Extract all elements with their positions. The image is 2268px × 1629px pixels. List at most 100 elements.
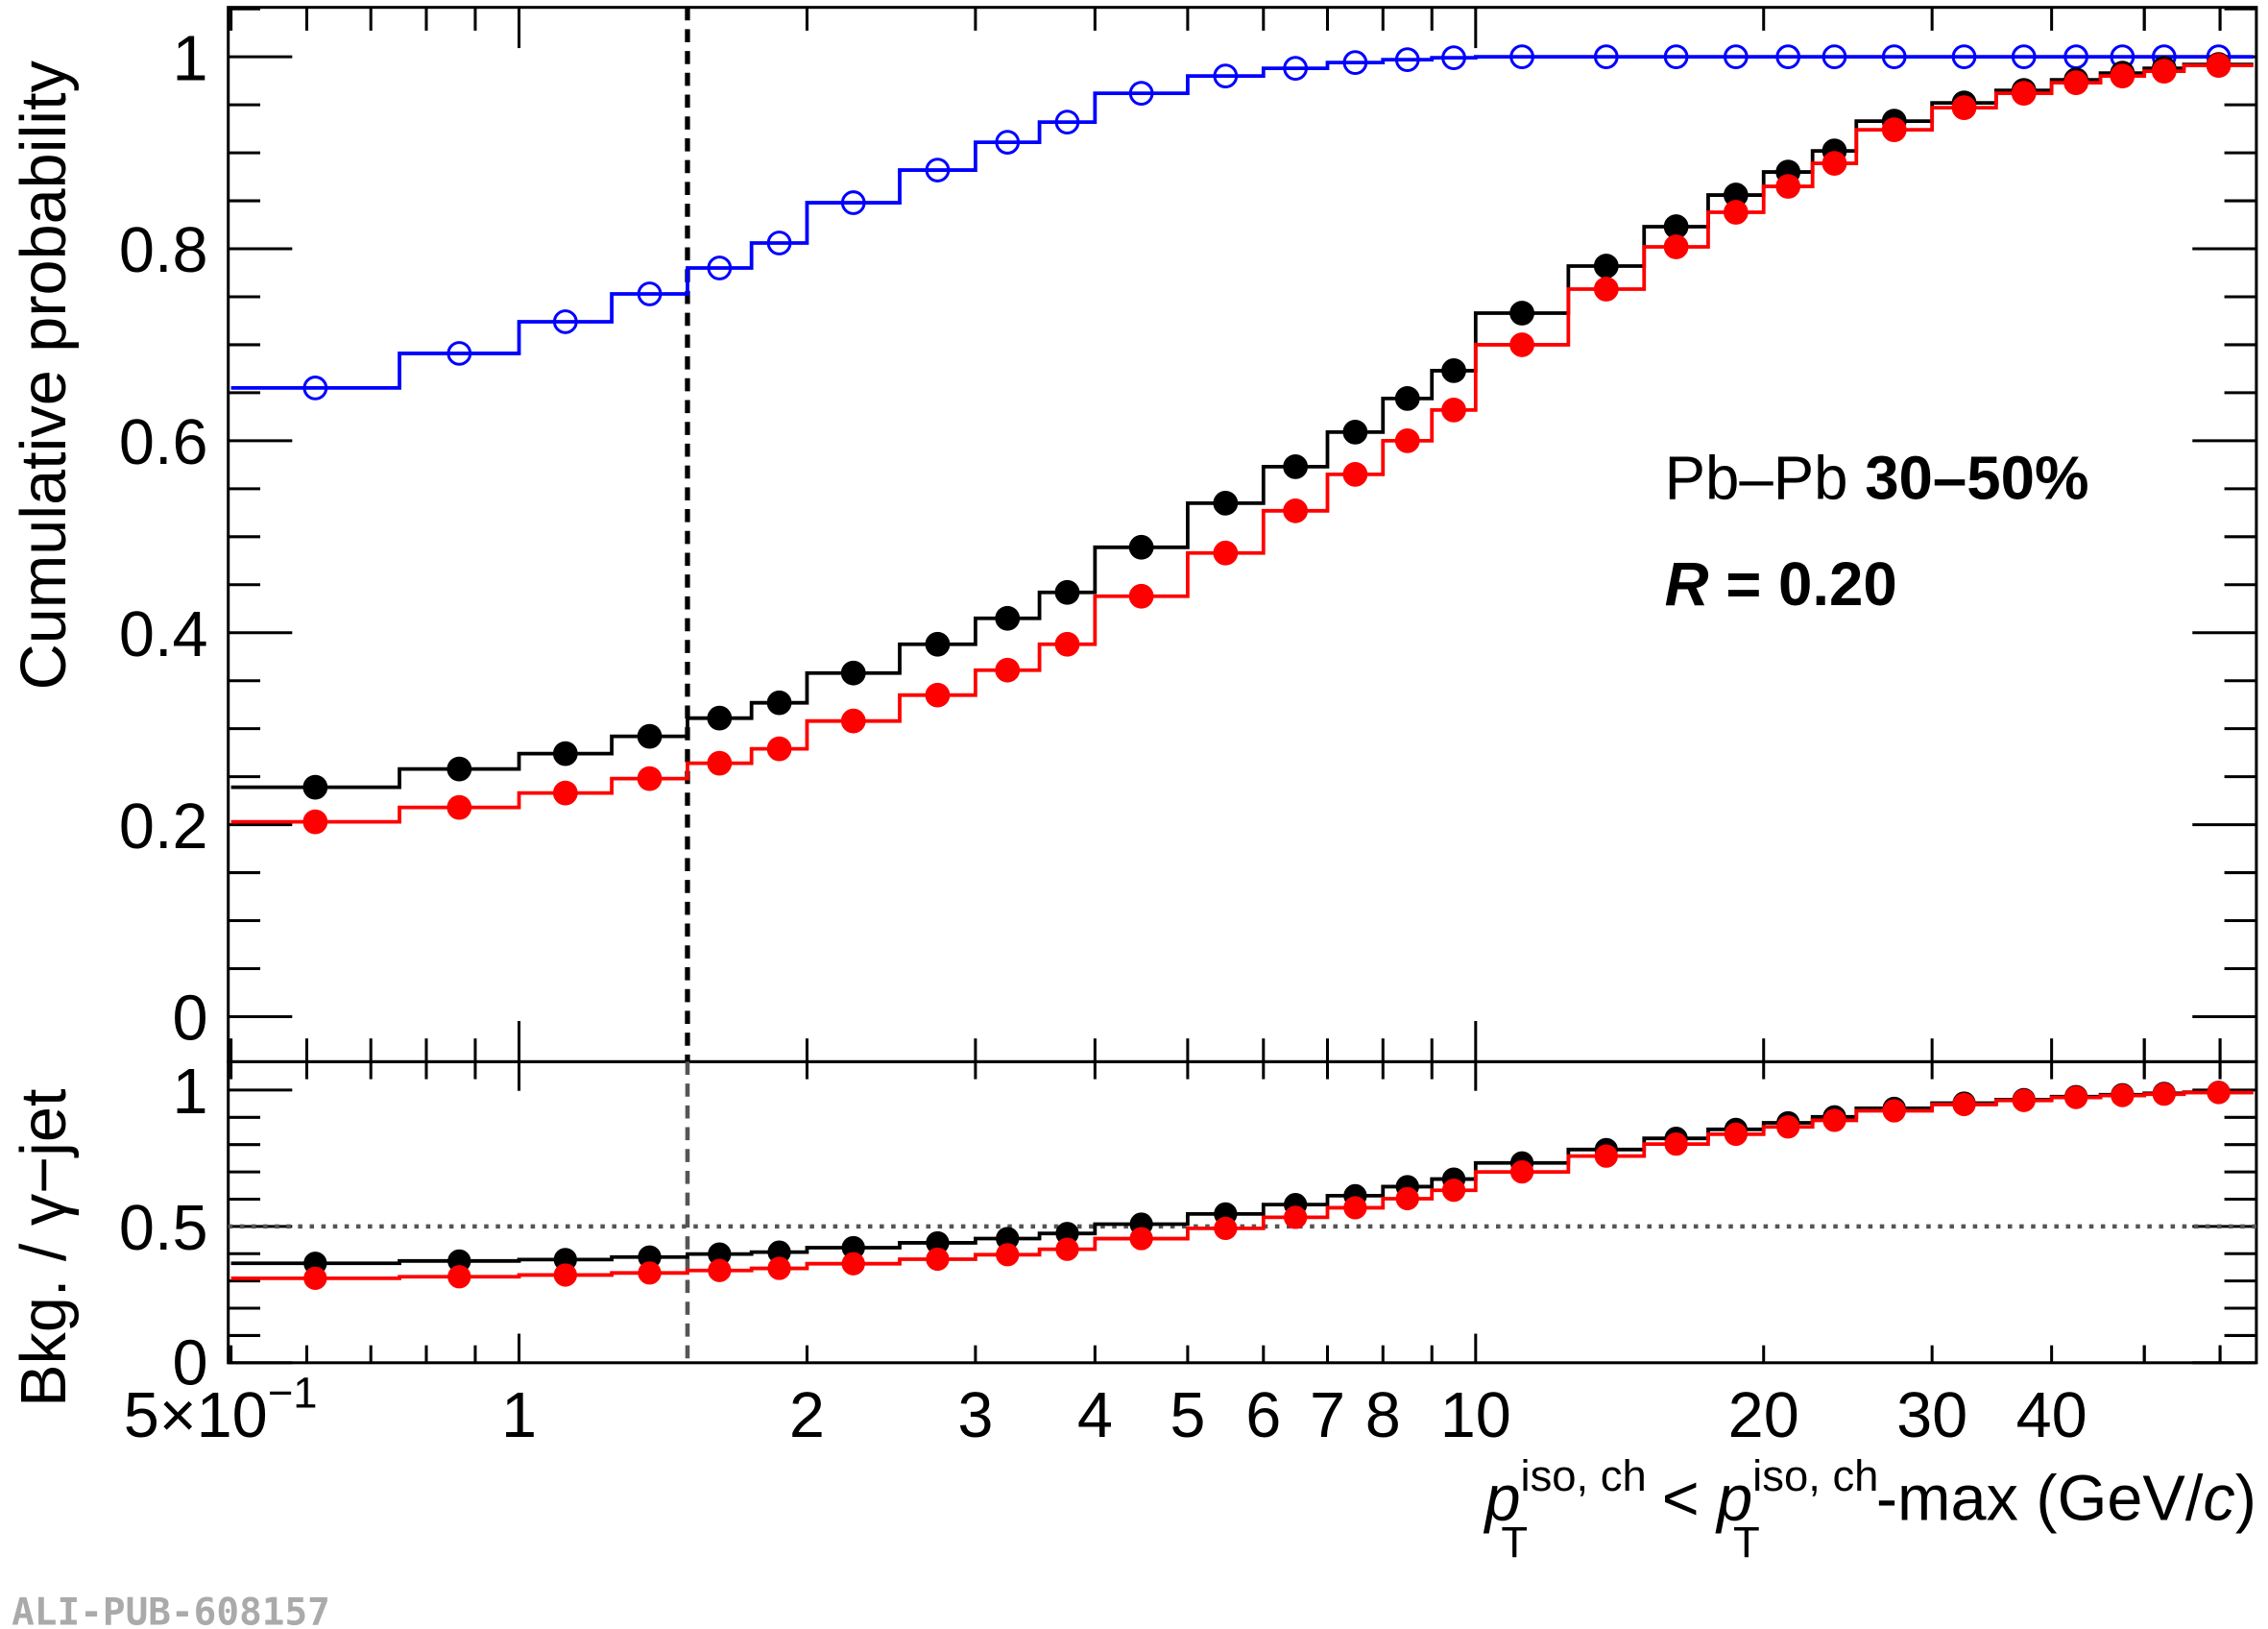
bkg-red-marker [552, 780, 578, 806]
bkg-red-marker [1663, 234, 1689, 259]
bkg-black-marker [1509, 301, 1534, 326]
gamma-jet-marker [1342, 50, 1368, 76]
x-tick-label: 20 [1728, 1380, 1799, 1451]
gamma-jet-marker [925, 158, 951, 182]
x-tick-label: 3 [957, 1380, 993, 1451]
bkg-black-marker [925, 631, 951, 657]
y-tick-label: 1 [172, 23, 207, 94]
bkg-red-ratio-marker [1882, 1099, 1906, 1123]
bkg-red-marker [1822, 151, 1847, 176]
bkg-red-ratio-marker [447, 1265, 471, 1289]
xlabel-p: p [1483, 1463, 1520, 1534]
bkg-black-marker [1283, 453, 1309, 479]
bkg-red-marker [446, 794, 472, 820]
xlabel-sup: iso, ch [1521, 1451, 1647, 1500]
bkg-red-marker [1054, 631, 1080, 657]
gamma-jet-marker [1509, 44, 1534, 70]
x-tick-label: 2 [789, 1380, 825, 1451]
bkg-red-marker [637, 766, 663, 791]
bkg-red-ratio-marker [2064, 1085, 2088, 1109]
bkg-black-marker [1213, 490, 1239, 516]
gamma-jet-marker [446, 341, 472, 366]
bkg-black-marker [1441, 358, 1466, 383]
gamma-jet-marker [302, 376, 328, 401]
bkg-red-ratio-marker [841, 1252, 865, 1276]
annotation-system: Pb–Pb 30–50% [1665, 444, 2089, 512]
bkg-red-marker [995, 657, 1021, 683]
main-frame [227, 6, 2258, 1063]
xlabel-sub: T [1501, 1519, 1528, 1568]
bkg-red-marker [1213, 540, 1239, 566]
gamma-jet-marker [637, 281, 663, 306]
xlabel-close: ) [2235, 1463, 2256, 1534]
bkg-red-ratio-marker [553, 1263, 577, 1287]
bkg-red-marker [1723, 200, 1749, 225]
y-axis-title: Cumulative probability [9, 60, 80, 690]
bkg-red-ratio-marker [996, 1243, 1020, 1267]
x-tick-label: 30 [1896, 1380, 1967, 1451]
gamma-jet-marker [1881, 44, 1907, 70]
bkg-black-marker [302, 774, 328, 800]
xlabel-c: c [2203, 1463, 2234, 1534]
x-tick-label: 10 [1440, 1380, 1511, 1451]
bkg-red-marker [1394, 428, 1420, 453]
bkg-black-marker [766, 690, 792, 716]
bkg-black-marker [1663, 214, 1689, 239]
bkg-red-ratio-marker [1129, 1227, 1153, 1251]
x-tick-label: 8 [1365, 1380, 1401, 1451]
ratio-panel: 5×10−1 1 2 3 4 5 6 7 8 10 20 30 40 0 0.5 1 [119, 1057, 2258, 1451]
x-tick-label: 6 [1245, 1380, 1281, 1451]
bkg-red-marker [2063, 70, 2088, 96]
x-axis-title: piso, ch T < piso, ch T-max (GeV/c) [1483, 1451, 2256, 1568]
bkg-red-marker [2206, 53, 2232, 79]
ratio-y-tick-label: 1 [172, 1057, 207, 1128]
x-tick-label: 4 [1077, 1380, 1113, 1451]
gamma-jet-marker [1593, 44, 1619, 70]
bkg-red-ratio-marker [1395, 1186, 1419, 1211]
bkg-red-ratio-marker [1822, 1108, 1846, 1132]
bkg-red-marker [1283, 498, 1309, 523]
bkg-red-ratio-marker [1441, 1179, 1466, 1203]
bkg-red-marker [840, 708, 866, 734]
gamma-jet-marker [766, 231, 792, 255]
ratio-y-tick-label: 0.5 [119, 1193, 208, 1264]
bkg-black-marker [446, 756, 472, 782]
bkg-red-marker [1593, 277, 1619, 302]
bkg-red-ratio-marker [708, 1258, 732, 1282]
bkg-black-marker [1128, 534, 1154, 560]
bkg-red-ratio-marker [2152, 1082, 2176, 1106]
gamma-jet-marker [707, 255, 733, 280]
bkg-black-marker [1342, 420, 1368, 445]
gamma-jet-marker [1128, 81, 1154, 106]
ratio-frame [227, 1059, 2258, 1365]
bkg-red-marker [2110, 63, 2135, 89]
bkg-red-ratio-marker [303, 1266, 327, 1290]
x-tick-exponent: −1 [268, 1369, 318, 1418]
bkg-red-marker [302, 809, 328, 835]
bkg-red-ratio-marker [1664, 1132, 1688, 1156]
watermark: ALI-PUB-608157 [12, 1590, 330, 1629]
bkg-red-ratio-marker [1214, 1216, 1238, 1241]
bkg-red-marker [1775, 174, 1801, 199]
bkg-red-marker [707, 750, 733, 776]
bkg-red-marker [766, 736, 792, 762]
x-tick-label: 40 [2016, 1380, 2087, 1451]
bkg-red-ratio-marker [638, 1261, 662, 1285]
xlabel-max: -max (GeV/ [1876, 1463, 2204, 1534]
gamma-jet-marker [840, 190, 866, 215]
bkg-black-histogram [230, 62, 2254, 790]
bkg-red-ratio-marker [2111, 1083, 2135, 1107]
bkg-black-marker [1394, 386, 1420, 411]
gamma-jet-marker [1441, 45, 1466, 71]
bkg-black-marker [552, 741, 578, 766]
bkg-red-ratio-marker [1284, 1205, 1308, 1229]
ratio-y-tick-label: 0 [172, 1328, 207, 1399]
x-tick-label: 5×10−1 [124, 1369, 318, 1451]
gamma-jet-marker [1775, 44, 1801, 70]
bkg-black-ratio-histogram [230, 1090, 2254, 1266]
bkg-black-marker [637, 723, 663, 749]
bkg-red-marker [2011, 81, 2037, 106]
ratio-y-axis-title: Bkg. / γ−jet [9, 1088, 80, 1407]
bkg-red-ratio-marker [767, 1256, 791, 1280]
